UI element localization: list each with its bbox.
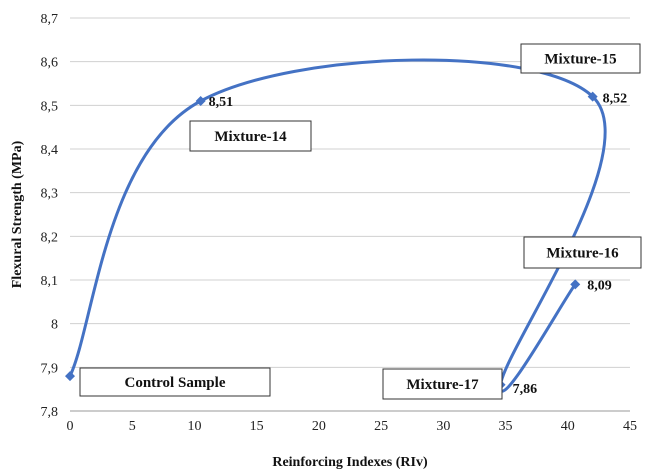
callout-border — [382, 368, 503, 400]
callout-label: Mixture-15 — [544, 52, 616, 68]
callout-box: Mixture-16 — [523, 236, 642, 269]
callout-label: Mixture-17 — [406, 377, 479, 393]
callout-box: Mixture-17 — [382, 368, 503, 400]
x-tick-label: 35 — [499, 419, 513, 434]
callout-label: Control Sample — [125, 375, 226, 391]
y-tick-label: 8,5 — [41, 99, 59, 114]
y-tick-label: 7,8 — [41, 405, 59, 420]
data-point-marker — [195, 95, 206, 106]
axes: 7,8 7,9 8 8,1 8,2 8,3 8,4 8,5 8,6 8,7 0 5 10 15 20 25 30… — [41, 12, 638, 434]
callout-label: Mixture-16 — [546, 246, 619, 262]
data-value-label: 8,09 — [587, 278, 612, 293]
grid-lines — [70, 17, 630, 368]
x-axis-title: Reinforcing Indexes (RIv) — [272, 455, 428, 470]
y-tick-label: 8,4 — [41, 143, 59, 158]
x-tick-label: 10 — [187, 419, 201, 434]
y-tick-label: 8 — [51, 318, 58, 333]
data-point-marker — [570, 279, 581, 290]
callout-border — [520, 43, 641, 74]
strength-curve — [68, 58, 607, 393]
callouts: Control Sample Mixture-14 Mixture-15 Mixtur… — [79, 43, 642, 400]
x-tick-label: 5 — [129, 419, 136, 434]
y-tick-label: 7,9 — [41, 361, 59, 376]
callout-box: Mixture-14 — [189, 120, 312, 152]
data-value-label: 7,86 — [513, 382, 538, 397]
y-axis-title: Flexural Strength (MPa) — [10, 140, 25, 288]
y-tick-label: 8,6 — [41, 56, 59, 71]
y-tick-label: 8,1 — [41, 274, 59, 289]
callout-border — [523, 236, 642, 269]
data-value-label: 8,52 — [603, 92, 628, 107]
x-tick-label: 0 — [67, 419, 74, 434]
x-tick-label: 20 — [312, 419, 326, 434]
callout-box: Mixture-15 — [520, 43, 641, 74]
y-tick-label: 8,3 — [41, 187, 59, 202]
x-tick-label: 15 — [250, 419, 264, 434]
callout-border — [189, 120, 312, 152]
data-value-label: 8,51 — [209, 95, 234, 110]
callout-box: Control Sample — [79, 367, 271, 397]
y-tick-label: 8,7 — [41, 12, 59, 27]
callout-border — [79, 367, 271, 397]
data-point-marker — [65, 371, 75, 382]
x-tick-label: 30 — [436, 419, 450, 434]
y-tick-label: 8,2 — [41, 230, 59, 245]
data-point-marker — [587, 91, 598, 102]
x-tick-label: 40 — [561, 419, 575, 434]
callout-label: Mixture-14 — [214, 129, 287, 145]
x-tick-label: 25 — [374, 419, 388, 434]
x-tick-label: 45 — [623, 419, 637, 434]
